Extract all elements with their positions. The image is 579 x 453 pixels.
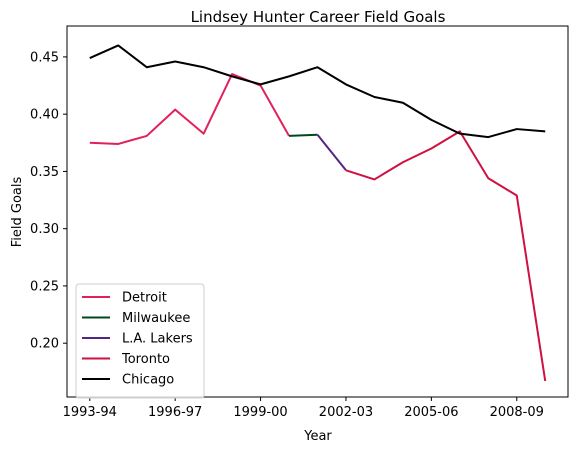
legend-label: Chicago [122,373,174,388]
y-axis-title: Field Goals [10,177,25,248]
legend-label: Milwaukee [122,311,190,326]
y-tick-label: 0.45 [30,50,59,65]
y-tick-label: 0.40 [30,108,59,123]
legend-label: Detroit [122,291,167,306]
chart-title: Lindsey Hunter Career Field Goals [191,8,446,26]
series-line-l-a-lakers [316,134,347,171]
legend-label: Toronto [121,352,170,367]
x-tick-label: 1996-97 [148,405,202,420]
x-axis-title: Year [303,429,332,444]
y-tick-label: 0.20 [30,337,59,352]
x-tick-label: 2008-09 [490,405,544,420]
x-tick-label: 1993-94 [63,405,117,420]
y-axis-ticks: 0.20 0.25 0.30 0.35 0.40 0.45 [30,50,67,352]
x-tick-label: 2005-06 [404,405,458,420]
x-axis-ticks: 1993-94 1996-97 1999-00 2002-03 2005-06 2008-… [63,397,544,420]
plot-lines [89,44,547,382]
series-line-milwaukee [288,133,318,137]
legend-label: L.A. Lakers [122,332,193,347]
series-line-chicago [89,44,546,139]
legend-box [75,283,205,399]
legend: Detroit Milwaukee L.A. Lakers Toronto Chicag… [75,283,205,399]
x-tick-label: 2002-03 [319,405,373,420]
plot-frame [66,25,569,398]
y-tick-label: 0.35 [30,165,59,180]
series-line-toronto [345,130,547,382]
y-tick-label: 0.25 [30,279,59,294]
x-tick-label: 1999-00 [233,405,287,420]
y-tick-label: 0.30 [30,222,59,237]
